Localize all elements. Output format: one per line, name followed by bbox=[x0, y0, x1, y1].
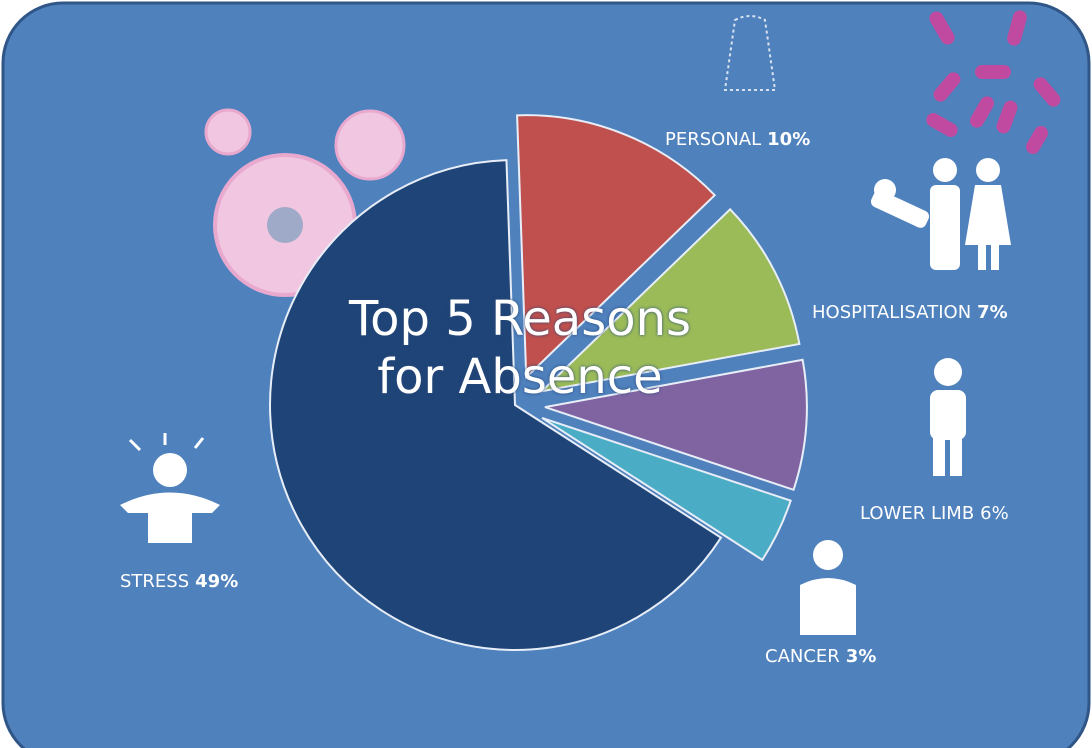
pie-slice bbox=[538, 207, 801, 393]
bacteria-icon bbox=[926, 10, 1061, 154]
category-name: LOWER LIMB bbox=[860, 503, 974, 524]
value-label: 3% bbox=[846, 646, 877, 667]
pie-slice bbox=[516, 114, 717, 380]
category-name: STRESS bbox=[120, 571, 189, 592]
person-icon bbox=[723, 15, 777, 91]
injury-icon bbox=[930, 358, 966, 476]
pie-slice bbox=[541, 417, 792, 562]
stress-icon bbox=[120, 433, 220, 543]
pie-slice bbox=[544, 358, 808, 492]
slice-label: PERSONAL 10% bbox=[665, 129, 810, 150]
value-label: 49% bbox=[195, 571, 238, 592]
chart-title: Top 5 Reasons for Absence bbox=[349, 291, 691, 405]
virus-icon bbox=[204, 108, 252, 156]
value-label: 7% bbox=[977, 302, 1008, 323]
virus-icon bbox=[334, 109, 406, 181]
category-name: HOSPITALISATION bbox=[812, 302, 971, 323]
slice-label: CANCER 3% bbox=[765, 646, 876, 667]
slice-label: STRESS 49% bbox=[120, 571, 238, 592]
value-label: 10% bbox=[767, 129, 810, 150]
virus-core bbox=[267, 207, 303, 243]
hospital-icon bbox=[870, 158, 1011, 270]
value-label: 6% bbox=[980, 503, 1009, 524]
cancer-icon bbox=[800, 540, 856, 635]
slice-label: HOSPITALISATION 7% bbox=[812, 302, 1008, 323]
slice-label: LOWER LIMB 6% bbox=[860, 503, 1009, 524]
category-name: PERSONAL bbox=[665, 129, 761, 150]
category-name: CANCER bbox=[765, 646, 840, 667]
pie-slice bbox=[269, 159, 723, 651]
